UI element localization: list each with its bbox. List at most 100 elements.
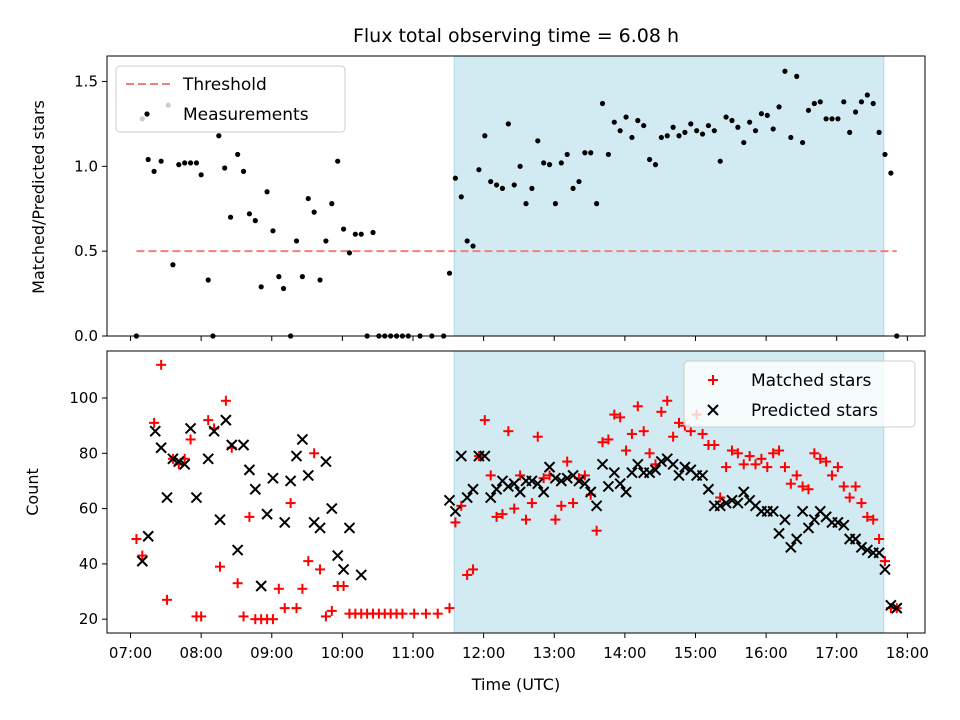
legend-top: Threshold Measurements: [115, 65, 346, 133]
predicted-star-point: [449, 505, 462, 518]
matched-star-point: [626, 428, 637, 439]
predicted-star-point: [673, 469, 685, 482]
measurement-point: [246, 211, 253, 217]
predicted-star-point: [626, 466, 638, 479]
predicted-star-point: [467, 483, 479, 495]
predicted-star-point: [231, 544, 244, 556]
predicted-star-point: [655, 455, 668, 468]
predicted-star-point: [284, 475, 297, 487]
matched-star-point: [309, 448, 320, 459]
measurement-point: [576, 178, 582, 185]
matched-star-point: [515, 470, 526, 481]
measurement-point: [594, 201, 600, 207]
measurement-point: [323, 238, 329, 244]
predicted-star-point: [243, 464, 256, 476]
measurement-point: [817, 99, 823, 105]
predicted-star-point: [190, 491, 203, 504]
predicted-star-point: [502, 480, 515, 493]
predicted-star-point: [879, 563, 891, 576]
measurement-point: [741, 139, 747, 146]
measurement-point: [670, 124, 676, 130]
measurement-point: [682, 129, 688, 135]
measurement-point: [482, 133, 488, 139]
predicted-star-point: [296, 433, 309, 446]
measurement-point: [176, 162, 182, 168]
predicted-star-point: [838, 519, 850, 531]
measurement-point: [688, 121, 694, 127]
chart-title: Flux total observing time = 6.08 h: [353, 25, 679, 47]
measurement-point: [511, 182, 517, 188]
measurement-point: [151, 168, 157, 174]
predicted-star-point: [331, 549, 344, 562]
top-panel-ratio: 0.0 0.5 1.0 1.5: [74, 55, 926, 345]
predicted-star-point: [484, 491, 497, 504]
matched-star-point: [456, 500, 467, 511]
matched-star-point: [779, 462, 790, 473]
matched-star-point: [715, 492, 726, 503]
measurement-point: [641, 122, 647, 129]
matched-star-point: [521, 514, 532, 525]
measurement-point: [735, 124, 741, 130]
measurement-point: [629, 134, 635, 141]
bottom-y-tick-label: 100: [69, 389, 98, 407]
matched-star-point: [244, 511, 255, 522]
matched-star-point: [821, 456, 832, 467]
predicted-star-point: [537, 486, 550, 498]
predicted-star-point: [796, 505, 809, 518]
predicted-star-point: [802, 522, 815, 534]
measurement-point: [723, 114, 729, 120]
measurement-point: [776, 104, 782, 110]
predicted-star-point: [226, 439, 238, 451]
measurement-point: [205, 277, 211, 283]
measurement-point: [717, 158, 723, 164]
x-tick-label: 16:00: [744, 644, 787, 662]
matched-star-point: [803, 484, 814, 495]
measurement-point: [523, 201, 529, 207]
predicted-star-point: [596, 458, 609, 471]
predicted-star-point: [732, 497, 744, 509]
measurement-point: [198, 172, 204, 178]
measurement-point: [711, 128, 717, 134]
measurement-point: [329, 201, 335, 207]
measurement-point: [470, 243, 476, 249]
measurement-point: [870, 100, 876, 107]
legend-top-frame: [115, 65, 346, 133]
measurement-point: [270, 228, 276, 234]
measurement-point: [588, 150, 594, 156]
predicted-star-point: [779, 513, 791, 526]
measurement-point: [788, 134, 794, 141]
matched-star-point: [609, 409, 620, 420]
measurement-point: [829, 116, 835, 122]
measurement-point: [747, 119, 753, 125]
predicted-star-point: [620, 486, 632, 498]
measurement-point: [452, 175, 458, 181]
matched-star-point: [538, 473, 549, 484]
matched-star-point: [503, 426, 514, 437]
predicted-star-point: [355, 569, 367, 581]
predicted-star-point: [220, 414, 232, 426]
x-tick-label: 08:00: [180, 644, 223, 662]
measurement-point: [841, 99, 847, 105]
matched-star-point: [479, 415, 490, 426]
matched-star-point: [721, 462, 732, 473]
matched-star-point: [462, 569, 473, 580]
measurement-point: [276, 274, 282, 280]
matched-star-point: [162, 594, 173, 605]
matched-star-point: [432, 608, 443, 619]
matched-star-point: [597, 437, 608, 448]
matched-star-point: [196, 611, 207, 622]
matched-star-point: [532, 431, 543, 442]
y-axis-label-count: Count: [23, 468, 42, 516]
measurement-point: [216, 133, 222, 139]
matched-star-point: [697, 428, 708, 439]
matched-star-point: [768, 448, 779, 459]
predicted-star-point: [891, 602, 903, 614]
predicted-star-point: [726, 494, 738, 507]
predicted-star-point: [184, 422, 197, 435]
matched-star-point: [868, 514, 879, 525]
predicted-star-point: [279, 516, 291, 529]
matched-star-point: [338, 581, 349, 591]
measurement-point: [252, 218, 258, 224]
predicted-star-point: [249, 483, 262, 495]
measurement-point: [193, 160, 200, 166]
